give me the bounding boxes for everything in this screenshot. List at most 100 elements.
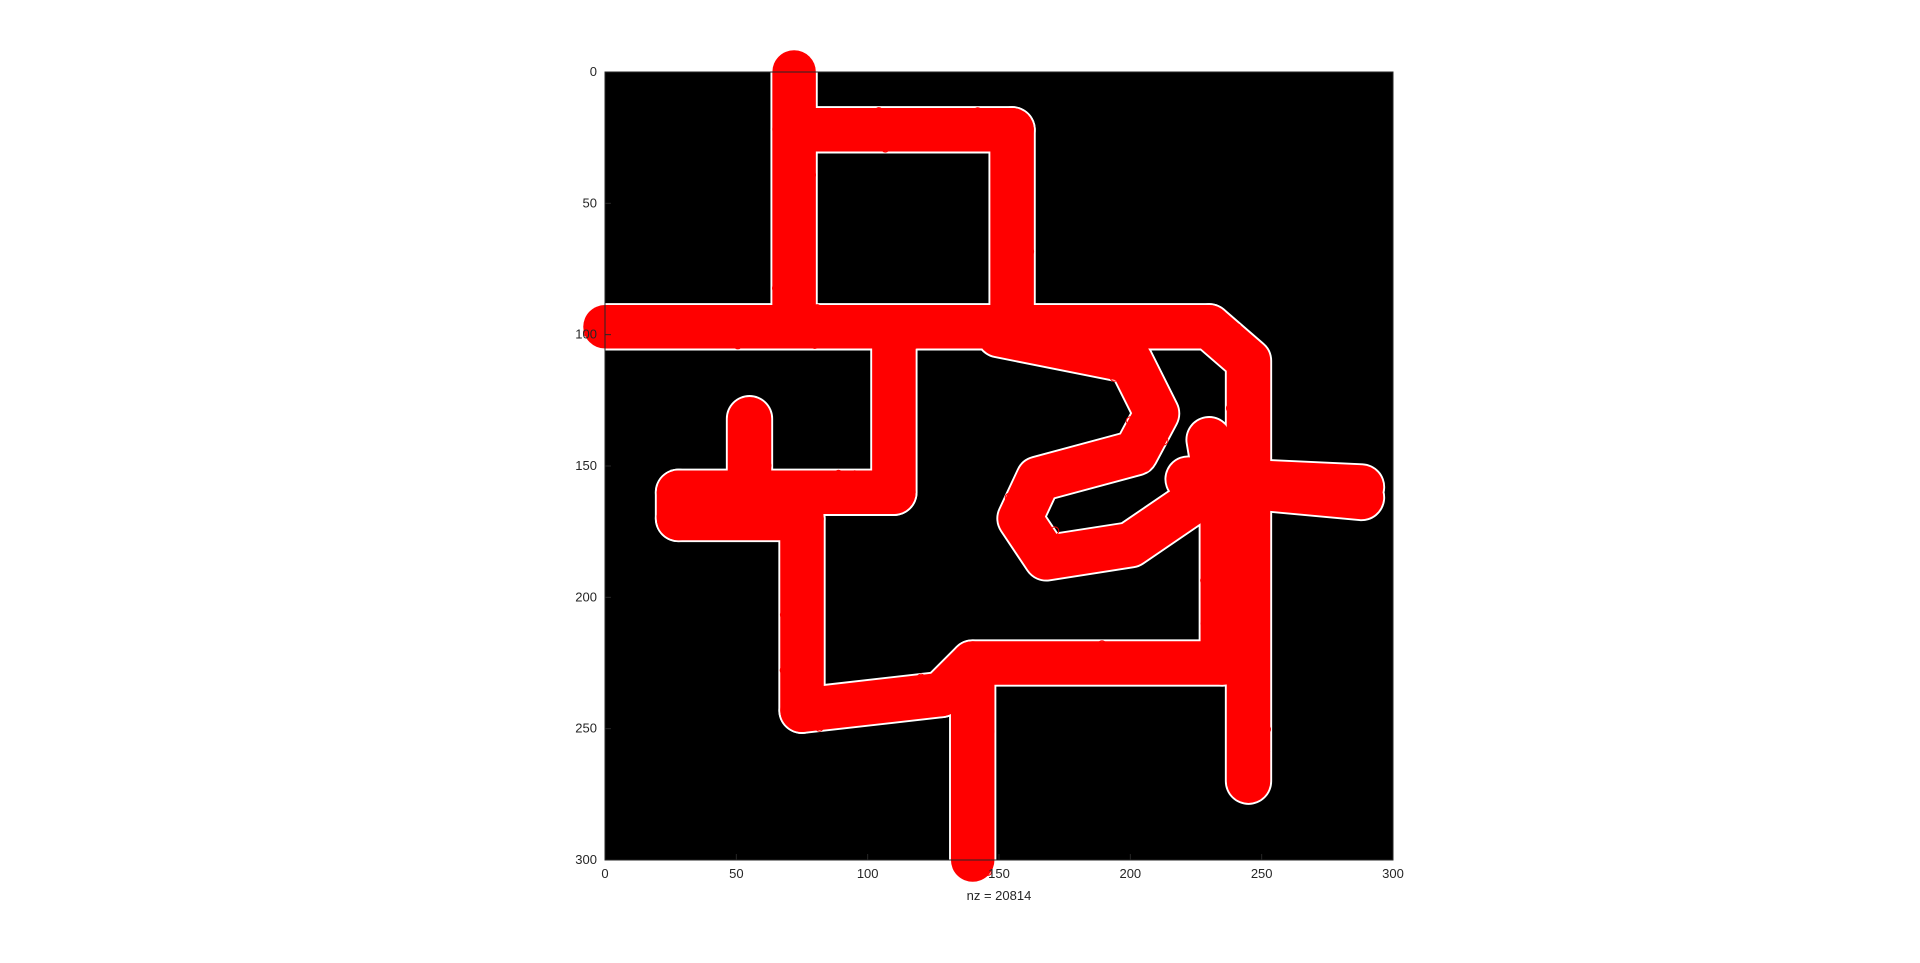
marker-point	[841, 325, 851, 335]
marker-point	[832, 497, 842, 507]
marker-point	[874, 383, 884, 393]
marker-point	[1042, 489, 1052, 498]
marker-point	[729, 516, 739, 526]
marker-point	[670, 334, 680, 344]
y-tick-label: 50	[583, 195, 597, 210]
marker-point	[967, 677, 977, 687]
marker-point	[1053, 653, 1063, 662]
marker-point	[1225, 403, 1235, 413]
marker-point	[1140, 408, 1150, 418]
marker-point	[791, 322, 801, 332]
marker-point	[1134, 321, 1144, 331]
marker-point	[878, 395, 888, 405]
marker-point	[1108, 355, 1118, 365]
marker-layer	[583, 50, 1384, 882]
marker-point	[1251, 372, 1261, 382]
marker-point	[735, 461, 745, 471]
marker-point	[879, 460, 889, 470]
marker-point	[731, 440, 741, 450]
marker-point	[1131, 448, 1141, 458]
marker-point	[1245, 413, 1255, 423]
marker-point	[970, 764, 980, 774]
marker-point	[996, 671, 1006, 681]
marker-point	[1036, 475, 1046, 485]
marker-point	[1243, 348, 1253, 357]
marker-point	[797, 209, 806, 218]
marker-point	[1312, 487, 1322, 497]
marker-point	[1260, 379, 1270, 389]
marker-point	[932, 307, 942, 316]
marker-point	[975, 111, 985, 121]
marker-point	[999, 172, 1009, 182]
marker-point	[834, 469, 843, 479]
marker-point	[1097, 640, 1107, 650]
marker-point	[1061, 347, 1071, 357]
marker-point	[972, 767, 981, 777]
marker-point	[1239, 399, 1249, 409]
marker-point	[768, 504, 778, 514]
marker-point	[754, 319, 764, 329]
marker-point	[997, 139, 1007, 149]
marker-point	[1136, 532, 1145, 542]
tick-layer: 0 50 100 150 200 250 300 0 50 100 150 200 250 300	[575, 64, 1404, 881]
marker-point	[747, 522, 757, 532]
marker-point	[790, 207, 800, 217]
marker-point	[990, 249, 1000, 259]
y-tick-label: 250	[575, 721, 597, 736]
marker-point	[1247, 635, 1257, 645]
marker-point	[800, 263, 810, 273]
marker-point	[720, 498, 730, 508]
marker-point	[1255, 396, 1265, 406]
marker-point	[1035, 327, 1045, 337]
marker-point	[787, 566, 797, 576]
marker-point	[1253, 574, 1262, 584]
marker-point	[583, 328, 592, 337]
marker-point	[762, 461, 772, 471]
marker-point	[967, 805, 977, 815]
marker-point	[983, 866, 993, 876]
marker-point	[1200, 576, 1210, 585]
marker-point	[688, 484, 698, 493]
marker-point	[813, 530, 822, 540]
marker-point	[1260, 389, 1270, 399]
marker-point	[1050, 526, 1060, 536]
marker-point	[1050, 669, 1060, 678]
marker-point	[1262, 724, 1271, 734]
marker-point	[995, 290, 1005, 300]
marker-point	[905, 437, 914, 447]
marker-point	[1109, 372, 1119, 382]
marker-point	[1124, 321, 1134, 331]
marker-point	[982, 111, 992, 121]
marker-point	[694, 522, 704, 532]
marker-point	[1258, 573, 1268, 583]
marker-point	[1242, 399, 1252, 409]
marker-point	[1109, 549, 1119, 559]
marker-point	[1248, 761, 1258, 771]
marker-point	[886, 491, 896, 501]
marker-point	[818, 138, 828, 148]
marker-point	[1099, 472, 1109, 482]
marker-point	[1363, 505, 1373, 515]
marker-point	[1157, 661, 1167, 671]
marker-point	[1069, 306, 1079, 316]
marker-point	[1033, 305, 1043, 315]
marker-point	[783, 637, 793, 647]
marker-point	[910, 140, 920, 150]
marker-point	[1015, 655, 1025, 664]
marker-point	[999, 175, 1009, 185]
marker-point	[1032, 524, 1042, 534]
marker-point	[803, 330, 813, 340]
marker-point	[976, 650, 986, 660]
marker-point	[785, 618, 795, 628]
marker-point	[726, 308, 736, 318]
marker-point	[1162, 397, 1172, 407]
marker-point	[993, 341, 1003, 351]
marker-point	[732, 326, 742, 336]
marker-point	[1290, 493, 1300, 503]
marker-point	[1246, 560, 1256, 570]
marker-point	[982, 746, 992, 756]
marker-point	[1246, 436, 1256, 446]
marker-point	[774, 475, 784, 485]
marker-point	[765, 525, 775, 534]
marker-point	[786, 246, 796, 255]
